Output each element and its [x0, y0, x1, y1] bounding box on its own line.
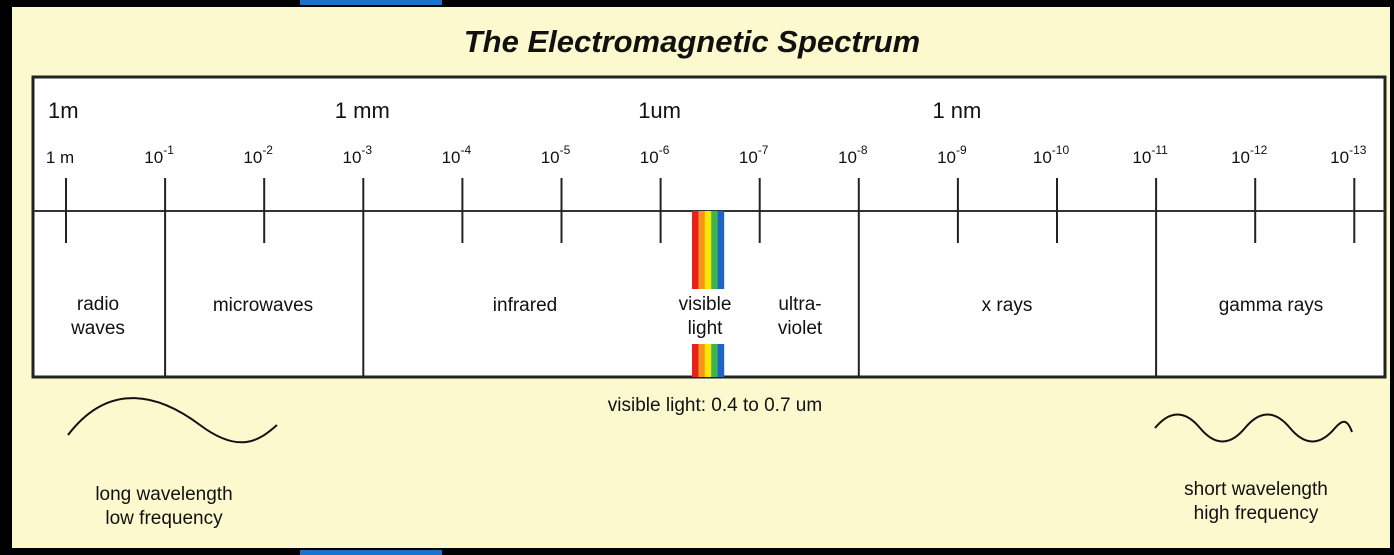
tick-exponent: -12 — [1250, 143, 1268, 157]
region-label: infrared — [493, 295, 557, 316]
tick-label: 10-12 — [1231, 143, 1268, 167]
tick-label: 10-5 — [541, 143, 571, 167]
major-label: 1 nm — [932, 98, 981, 123]
tick-exponent: -4 — [461, 143, 472, 157]
visible-band — [698, 211, 705, 289]
tick-label: 10-7 — [739, 143, 769, 167]
region-label: gamma rays — [1219, 295, 1324, 316]
tick-label: 1 m — [46, 148, 74, 167]
tick-exponent: -1 — [163, 143, 174, 157]
tick-base: 10 — [1330, 148, 1349, 167]
short-wave — [1154, 413, 1353, 443]
tick-base: 10 — [739, 148, 758, 167]
major-label: 1 mm — [335, 98, 390, 123]
long-wave — [67, 397, 278, 444]
tick-exponent: -5 — [560, 143, 571, 157]
region-label: waves — [70, 318, 125, 339]
tick-label: 10-1 — [144, 143, 174, 167]
tick-label: 10-9 — [937, 143, 967, 167]
tick-base: 10 — [1033, 148, 1052, 167]
short-wave-label: high frequency — [1194, 503, 1319, 524]
region-label: visible — [679, 294, 732, 315]
tick-label: 10-2 — [243, 143, 273, 167]
long-wave-label: low frequency — [105, 508, 223, 529]
visible-band — [704, 211, 712, 289]
tick-exponent: -9 — [956, 143, 967, 157]
tick-base: 10 — [442, 148, 461, 167]
tick-label: 10-10 — [1033, 143, 1070, 167]
visible-band — [692, 211, 699, 289]
tick-label: 10-6 — [640, 143, 670, 167]
tick-exponent: -2 — [262, 143, 273, 157]
visible-caption: visible light: 0.4 to 0.7 um — [608, 395, 822, 416]
tick-base: 10 — [838, 148, 857, 167]
major-label: 1um — [638, 98, 681, 123]
tick-base: 10 — [343, 148, 362, 167]
region-label: microwaves — [213, 295, 313, 316]
visible-band — [698, 344, 705, 377]
tick-base: 10 — [243, 148, 262, 167]
visible-band — [717, 344, 725, 377]
region-label: x rays — [982, 295, 1033, 316]
tick-exponent: -3 — [361, 143, 372, 157]
region-label: radio — [77, 294, 119, 315]
major-label: 1m — [48, 98, 79, 123]
tick-exponent: -13 — [1349, 143, 1367, 157]
bottom-strip — [300, 550, 442, 555]
tick-base: 10 — [1132, 148, 1151, 167]
tick-base: 10 — [541, 148, 560, 167]
region-label: ultra- — [778, 294, 821, 315]
tick-exponent: -11 — [1151, 143, 1168, 157]
tick-label: 10-8 — [838, 143, 868, 167]
visible-band — [711, 211, 718, 289]
tick-base: 10 — [144, 148, 163, 167]
tick-text: 1 m — [46, 148, 74, 167]
tick-base: 10 — [1231, 148, 1250, 167]
tick-exponent: -6 — [659, 143, 670, 157]
top-strip — [300, 0, 442, 5]
tick-base: 10 — [937, 148, 956, 167]
tick-exponent: -8 — [857, 143, 868, 157]
visible-band — [704, 344, 712, 377]
tick-label: 10-13 — [1330, 143, 1367, 167]
visible-band — [711, 344, 718, 377]
long-wave-label: long wavelength — [95, 484, 232, 505]
tick-label: 10-3 — [343, 143, 373, 167]
region-label: light — [688, 318, 724, 339]
tick-label: 10-11 — [1132, 143, 1168, 167]
region-label: violet — [778, 318, 823, 339]
tick-exponent: -7 — [758, 143, 769, 157]
visible-band — [692, 344, 699, 377]
visible-band — [717, 211, 725, 289]
tick-base: 10 — [640, 148, 659, 167]
title: The Electromagnetic Spectrum — [464, 24, 921, 59]
tick-exponent: -10 — [1052, 143, 1070, 157]
tick-label: 10-4 — [442, 143, 472, 167]
short-wave-label: short wavelength — [1184, 479, 1328, 500]
